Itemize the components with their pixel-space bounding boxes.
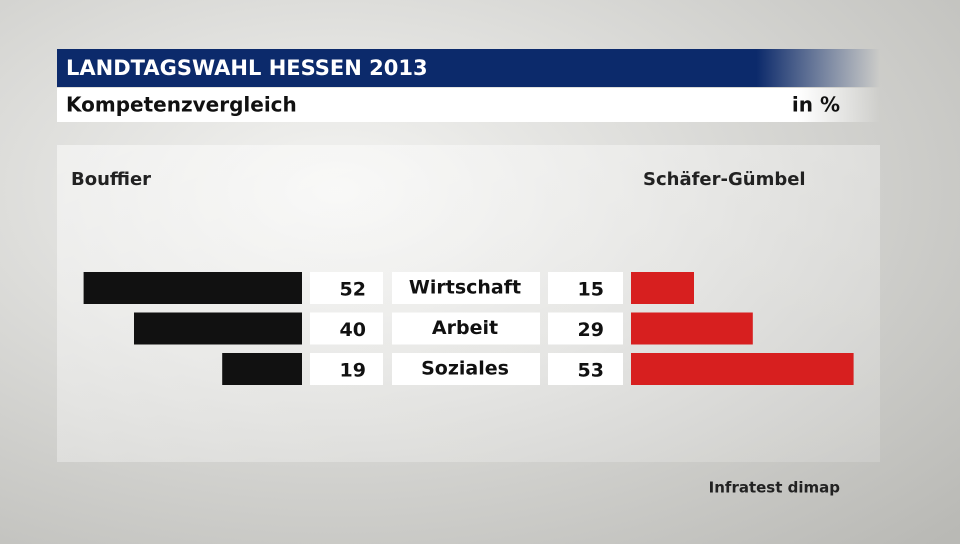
label-box (392, 272, 540, 304)
chart-subtitle: Kompetenzvergleich (66, 93, 297, 117)
label-box (548, 353, 623, 385)
value-label: 29 (578, 319, 604, 341)
chart-title: LANDTAGSWAHL HESSEN 2013 (66, 56, 428, 80)
label-box (548, 272, 623, 304)
value-label: 15 (578, 279, 604, 301)
label-box (310, 312, 383, 345)
label-box (392, 312, 540, 345)
value-label: 40 (340, 319, 366, 341)
label-box (310, 272, 383, 304)
bar (631, 353, 854, 385)
category-label: Wirtschaft (409, 277, 521, 299)
category-label: Arbeit (432, 317, 498, 339)
value-label: 53 (578, 360, 604, 382)
value-label: 52 (340, 279, 366, 301)
bar (134, 312, 302, 345)
unit-label: in % (792, 93, 840, 117)
title-bar (57, 49, 880, 87)
legend-right: Schäfer-Gümbel (643, 169, 806, 190)
bar (631, 272, 694, 304)
source: Infratest dimap (709, 479, 841, 497)
legend-left: Bouffier (71, 169, 151, 190)
bar (83, 272, 302, 304)
bar (631, 312, 753, 345)
label-box (310, 353, 383, 385)
value-label: 19 (340, 360, 366, 382)
label-box (392, 353, 540, 385)
bar (222, 353, 302, 385)
label-box (548, 312, 623, 345)
category-label: Soziales (421, 358, 509, 380)
subtitle-bar (57, 88, 880, 122)
